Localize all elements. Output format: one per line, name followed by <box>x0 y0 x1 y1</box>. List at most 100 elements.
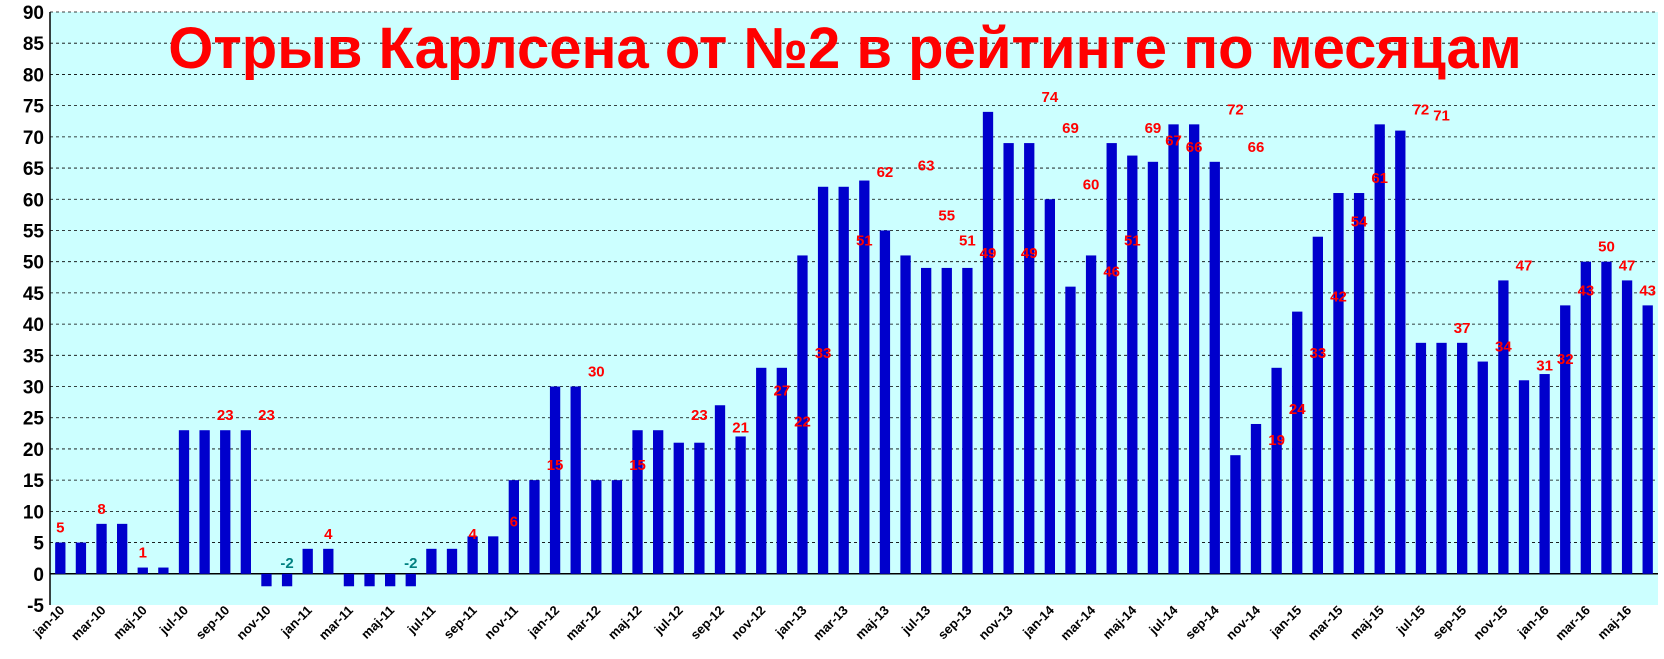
x-tick-label: mar-10 <box>68 603 109 644</box>
bar <box>1560 305 1571 574</box>
x-tick-label: jan-12 <box>524 603 562 641</box>
bar <box>137 567 148 574</box>
x-tick-label: maj-16 <box>1594 603 1634 643</box>
x-axis-tick-labels: jan-10 mar-10 maj-10 jul-10 sep-10 nov-10 jan-… <box>30 602 1635 643</box>
bar <box>570 386 581 574</box>
data-label: 51 <box>856 232 873 249</box>
y-tick-label: 40 <box>23 315 44 336</box>
bar <box>55 542 66 574</box>
x-tick-label: nov-12 <box>728 603 768 643</box>
data-label: 23 <box>258 407 275 424</box>
bar <box>96 523 107 574</box>
bar <box>1457 342 1468 574</box>
bar <box>1127 155 1138 574</box>
bar <box>1292 311 1303 574</box>
bar <box>1230 455 1241 574</box>
bar <box>1106 143 1117 574</box>
data-label: 32 <box>1557 351 1574 368</box>
data-label: 66 <box>1186 139 1203 156</box>
data-label: 69 <box>1145 120 1162 137</box>
data-label: 43 <box>1639 282 1656 299</box>
data-label: 49 <box>980 245 997 262</box>
y-tick-label: 60 <box>23 190 44 211</box>
x-tick-label: mar-12 <box>563 603 604 644</box>
y-tick-label: 45 <box>23 284 45 305</box>
data-label: 72 <box>1227 101 1244 118</box>
data-label: 72 <box>1413 101 1430 118</box>
bar <box>1477 361 1488 574</box>
y-tick-label: 90 <box>23 3 44 24</box>
y-tick-label: 50 <box>23 253 44 274</box>
bar <box>1085 255 1097 574</box>
data-label: 66 <box>1248 139 1265 156</box>
chart-title: Отрыв Карлсена от №2 в рейтинге по месяц… <box>168 16 1521 81</box>
bar <box>797 255 808 574</box>
bar <box>1601 261 1612 574</box>
y-tick-label: 25 <box>23 409 45 430</box>
bar <box>261 573 272 587</box>
bar <box>446 548 458 574</box>
bar <box>1147 161 1159 574</box>
x-tick-label: sep-14 <box>1182 602 1222 642</box>
data-label: 55 <box>938 207 955 224</box>
y-tick-label: 35 <box>23 346 45 367</box>
x-tick-label: mar-11 <box>316 603 356 643</box>
x-tick-label: nov-13 <box>975 603 1015 643</box>
data-label: 62 <box>877 164 894 181</box>
data-label: 31 <box>1536 357 1553 374</box>
data-label: 5 <box>56 520 64 537</box>
x-tick-label: jan-11 <box>277 603 314 640</box>
y-tick-label: 70 <box>23 128 44 149</box>
bar <box>385 573 396 587</box>
y-tick-label: 20 <box>23 440 44 461</box>
data-label: 54 <box>1351 214 1368 231</box>
bar <box>302 548 313 574</box>
bar <box>1436 342 1447 574</box>
bar <box>240 430 251 574</box>
data-label: 22 <box>794 413 811 430</box>
y-tick-label: 0 <box>33 565 44 586</box>
y-tick-label: 10 <box>23 502 44 523</box>
data-label: 61 <box>1371 170 1388 187</box>
data-label: 63 <box>918 158 935 175</box>
x-tick-label: sep-12 <box>687 603 727 643</box>
data-label: 43 <box>1578 282 1595 299</box>
bar <box>343 573 355 587</box>
data-label: 74 <box>1042 89 1059 106</box>
x-tick-label: jan-16 <box>1514 603 1552 641</box>
x-tick-label: maj-12 <box>605 603 645 643</box>
bar <box>817 186 829 574</box>
bar <box>467 536 478 574</box>
bar <box>323 548 334 574</box>
x-tick-label: maj-10 <box>110 603 150 643</box>
x-tick-label: sep-13 <box>935 603 975 643</box>
bar <box>591 480 602 574</box>
bar <box>549 386 561 574</box>
data-label: -2 <box>280 555 293 572</box>
bar <box>529 480 540 574</box>
data-label: 24 <box>1289 401 1306 418</box>
bar <box>1003 143 1014 574</box>
bar <box>838 186 849 574</box>
bar <box>1271 367 1282 574</box>
data-label: 6 <box>510 513 518 530</box>
bar <box>962 267 973 574</box>
data-label: 42 <box>1330 289 1347 306</box>
x-tick-label: sep-11 <box>441 603 480 642</box>
bar <box>364 573 375 587</box>
x-tick-label: jul-11 <box>404 603 439 638</box>
bar <box>735 436 746 574</box>
bar <box>859 180 870 574</box>
bar <box>982 111 994 574</box>
x-tick-label: jul-13 <box>898 603 933 638</box>
data-label: 47 <box>1619 257 1636 274</box>
x-tick-label: jul-12 <box>651 603 686 638</box>
y-tick-label: 15 <box>23 471 45 492</box>
plot-area <box>50 12 1658 605</box>
bar <box>117 523 128 574</box>
bar <box>1312 236 1323 574</box>
data-label: 46 <box>1103 264 1120 281</box>
bar <box>281 573 293 587</box>
bar <box>694 442 705 574</box>
